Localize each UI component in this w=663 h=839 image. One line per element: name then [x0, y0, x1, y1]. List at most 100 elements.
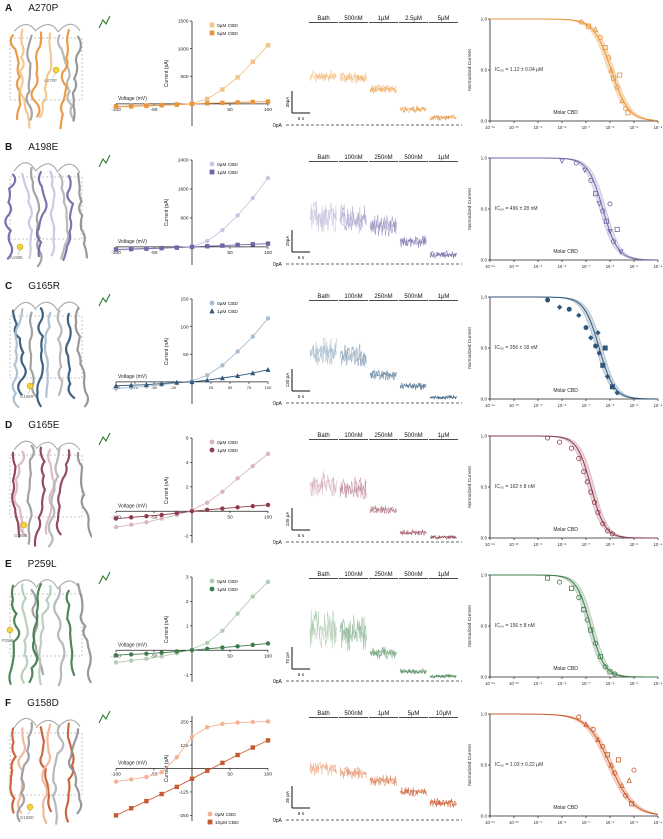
svg-text:10⁻⁶: 10⁻⁶: [606, 264, 615, 269]
svg-text:Normalized Current: Normalized Current: [467, 49, 473, 91]
svg-text:250nM: 250nM: [374, 294, 392, 300]
svg-text:100nM: 100nM: [344, 572, 362, 578]
svg-text:10⁻⁴: 10⁻⁴: [654, 542, 663, 547]
svg-text:100nM: 100nM: [344, 433, 362, 439]
svg-text:250nM: 250nM: [374, 572, 392, 578]
svg-text:10⁻¹¹: 10⁻¹¹: [485, 125, 495, 130]
svg-text:IC₅₀ = 1.03 ± 0.22 µM: IC₅₀ = 1.03 ± 0.22 µM: [495, 762, 543, 768]
svg-text:Molar CBD: Molar CBD: [553, 527, 578, 533]
svg-text:10⁻⁵: 10⁻⁵: [630, 542, 639, 547]
svg-text:1µM CBD: 1µM CBD: [217, 170, 238, 176]
figure-row-c: C G165R G165R -100-75-50-252550751005010…: [0, 280, 663, 419]
svg-text:-100: -100: [111, 250, 121, 256]
svg-text:A270P: A270P: [44, 78, 57, 83]
svg-text:10⁻⁸: 10⁻⁸: [558, 125, 567, 130]
svg-text:1.0: 1.0: [481, 573, 488, 578]
svg-text:10⁻⁹: 10⁻⁹: [534, 264, 543, 269]
svg-text:4: 4: [186, 460, 189, 466]
svg-text:0µM CBD: 0µM CBD: [217, 23, 238, 29]
svg-text:Current (pA): Current (pA): [164, 59, 170, 87]
svg-text:1µM: 1µM: [438, 294, 450, 300]
svg-text:10⁻⁶: 10⁻⁶: [606, 681, 615, 686]
iv-curve-panel: -100 -50 50 100 800 1600 2400 Current (pA) Volta…: [92, 141, 272, 280]
svg-text:1µM CBD: 1µM CBD: [217, 309, 238, 315]
svg-text:-250: -250: [179, 813, 189, 819]
svg-text:Molar CBD: Molar CBD: [553, 110, 578, 116]
dose-response-svg: 0.0 0.5 1.0 Normalized Current 10⁻¹¹ 10⁻¹⁰ 10⁻…: [467, 295, 663, 408]
mutation-site-marker: [26, 803, 34, 811]
svg-text:0pA: 0pA: [273, 262, 283, 268]
svg-text:35 pA: 35 pA: [285, 790, 290, 803]
panel-mutation-title: G165E: [28, 420, 60, 431]
svg-text:10⁻⁷: 10⁻⁷: [582, 264, 591, 269]
svg-text:5 s: 5 s: [298, 672, 305, 678]
svg-text:-50: -50: [151, 107, 158, 113]
svg-text:-50: -50: [151, 653, 158, 659]
protein-ribbon-svg: G165R: [9, 301, 90, 409]
svg-text:10⁻⁵: 10⁻⁵: [630, 264, 639, 269]
svg-text:10⁻¹¹: 10⁻¹¹: [485, 820, 495, 825]
svg-text:10⁻⁶: 10⁻⁶: [606, 820, 615, 825]
protein-ribbon-svg: A270P: [9, 23, 83, 130]
svg-text:10⁻⁷: 10⁻⁷: [582, 403, 591, 408]
protein-ribbon-svg: G165E: [9, 440, 92, 548]
svg-text:Current (nA): Current (nA): [164, 476, 170, 504]
svg-text:100: 100: [264, 250, 272, 256]
svg-text:-2: -2: [184, 533, 189, 539]
svg-text:100: 100: [265, 385, 272, 390]
iv-plot-svg: -100 -50 50 100 800 1600 2400 Current (pA) Volta…: [98, 154, 272, 265]
row-header: D G165E: [5, 420, 59, 431]
svg-text:10⁻⁹: 10⁻⁹: [534, 542, 543, 547]
svg-text:1µM: 1µM: [378, 711, 390, 717]
dose-response-svg: 0.0 0.5 1.0 Normalized Current 10⁻¹¹ 10⁻¹⁰ 10⁻…: [467, 712, 663, 825]
svg-text:G165E: G165E: [14, 533, 28, 538]
svg-text:5µM: 5µM: [408, 711, 420, 717]
svg-text:50: 50: [227, 514, 233, 520]
row-header: A A270P: [5, 3, 58, 14]
iv-curve-panel: -100 -50 50 100 500 1000 1500 Current (pA) Volta…: [92, 2, 272, 141]
svg-text:1µM: 1µM: [438, 572, 450, 578]
svg-text:6: 6: [186, 436, 189, 442]
dose-response-svg: 0.0 0.5 1.0 Normalized Current 10⁻¹¹ 10⁻¹⁰ 10⁻…: [467, 434, 663, 547]
svg-text:Normalized Current: Normalized Current: [467, 327, 473, 369]
svg-text:A198E: A198E: [10, 255, 23, 260]
dose-response-svg: 0.0 0.5 1.0 Normalized Current 10⁻¹¹ 10⁻¹⁰ 10⁻…: [467, 17, 663, 130]
svg-text:10⁻⁵: 10⁻⁵: [630, 125, 639, 130]
svg-text:2: 2: [186, 599, 189, 605]
svg-text:50: 50: [227, 250, 233, 256]
voltage-protocol-icon: [98, 432, 111, 446]
svg-text:10⁻¹⁰: 10⁻¹⁰: [509, 542, 519, 547]
voltage-protocol-icon: [98, 293, 111, 307]
svg-text:IC₅₀ = 156 ± 8 nM: IC₅₀ = 156 ± 8 nM: [495, 623, 535, 629]
trace-recording-svg: Bath 100nM 250nM 500nM 1µM 0pA 5 s 235 pA: [273, 433, 462, 546]
svg-text:100: 100: [264, 107, 272, 113]
panel-letter: D: [5, 420, 13, 431]
svg-text:0.5: 0.5: [481, 346, 488, 351]
svg-text:10⁻¹¹: 10⁻¹¹: [485, 403, 495, 408]
svg-text:IC₅₀ = 1.12 ± 0.04 µM: IC₅₀ = 1.12 ± 0.04 µM: [495, 67, 543, 73]
svg-text:-25: -25: [170, 385, 177, 390]
current-trace-panel: Bath 500nM 1µM 5µM 10µM 0pA 5 s 35 pA: [272, 697, 464, 836]
svg-text:1500: 1500: [178, 19, 189, 25]
svg-text:3: 3: [186, 575, 189, 581]
dose-response-panel: 0.0 0.5 1.0 Normalized Current 10⁻¹¹ 10⁻¹⁰ 10⁻…: [464, 280, 663, 419]
svg-text:10⁻⁵: 10⁻⁵: [630, 403, 639, 408]
svg-text:0µM CBD: 0µM CBD: [215, 812, 236, 818]
svg-text:Voltage (mV): Voltage (mV): [118, 239, 147, 245]
svg-text:Current (pA): Current (pA): [164, 754, 170, 782]
svg-text:10µM CBD: 10µM CBD: [215, 820, 239, 826]
svg-text:0pA: 0pA: [273, 123, 283, 129]
svg-text:10⁻⁹: 10⁻⁹: [534, 820, 543, 825]
dose-response-panel: 0.0 0.5 1.0 Normalized Current 10⁻¹¹ 10⁻¹⁰ 10⁻…: [464, 419, 663, 558]
svg-text:Normalized Current: Normalized Current: [467, 744, 473, 786]
svg-text:100nM: 100nM: [344, 294, 362, 300]
mutation-site-marker: [6, 626, 14, 634]
svg-text:Voltage (mV): Voltage (mV): [118, 761, 147, 767]
svg-text:IC₅₀ = 356 ± 18 nM: IC₅₀ = 356 ± 18 nM: [495, 345, 538, 351]
svg-text:-50: -50: [151, 385, 158, 390]
protein-structure-panel: A198E: [0, 141, 92, 280]
